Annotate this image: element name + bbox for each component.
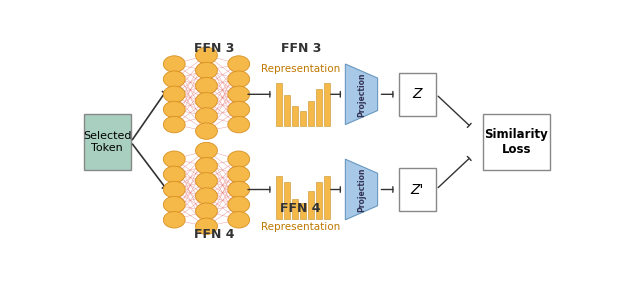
Ellipse shape [228, 181, 250, 198]
Ellipse shape [163, 86, 185, 103]
Ellipse shape [163, 196, 185, 213]
Bar [399, 168, 436, 211]
Ellipse shape [228, 212, 250, 228]
Ellipse shape [163, 56, 185, 72]
Bar [292, 106, 298, 126]
Ellipse shape [228, 116, 250, 133]
Ellipse shape [163, 181, 185, 198]
Ellipse shape [196, 123, 218, 139]
Ellipse shape [228, 86, 250, 103]
Ellipse shape [163, 212, 185, 228]
Text: Z': Z' [411, 182, 424, 196]
Bar [300, 203, 306, 219]
Ellipse shape [163, 166, 185, 183]
Text: Representation: Representation [261, 64, 340, 74]
Ellipse shape [196, 203, 218, 219]
Bar [276, 83, 282, 126]
Polygon shape [346, 64, 378, 124]
Bar [316, 89, 322, 126]
Text: FFN 4: FFN 4 [280, 203, 321, 216]
Text: Selected
Token: Selected Token [83, 131, 132, 153]
Text: Projection: Projection [357, 167, 366, 212]
Ellipse shape [163, 101, 185, 118]
Ellipse shape [196, 108, 218, 124]
Text: FFN 3: FFN 3 [280, 42, 321, 55]
Bar [399, 73, 436, 116]
Bar [308, 191, 314, 219]
Bar [308, 101, 314, 126]
Bar [316, 182, 322, 219]
Text: Representation: Representation [261, 222, 340, 232]
Ellipse shape [228, 166, 250, 183]
Ellipse shape [196, 173, 218, 189]
Ellipse shape [228, 101, 250, 118]
Ellipse shape [228, 56, 250, 72]
Ellipse shape [196, 92, 218, 109]
Text: FFN 3: FFN 3 [194, 42, 234, 55]
Ellipse shape [163, 116, 185, 133]
Bar [84, 114, 131, 170]
Ellipse shape [196, 47, 218, 64]
Ellipse shape [163, 71, 185, 87]
Ellipse shape [196, 157, 218, 174]
Text: Similarity
Loss: Similarity Loss [484, 128, 548, 156]
Ellipse shape [196, 142, 218, 159]
Polygon shape [346, 159, 378, 220]
Bar [284, 182, 291, 219]
Ellipse shape [228, 151, 250, 167]
Ellipse shape [196, 218, 218, 235]
Ellipse shape [228, 71, 250, 87]
Ellipse shape [163, 151, 185, 167]
Bar [276, 176, 282, 219]
Bar [324, 176, 330, 219]
Ellipse shape [228, 196, 250, 213]
Text: FFN 4: FFN 4 [194, 228, 234, 241]
Ellipse shape [196, 78, 218, 94]
Bar [324, 83, 330, 126]
Bar [300, 111, 306, 126]
Ellipse shape [196, 188, 218, 204]
Bar [284, 95, 291, 126]
Ellipse shape [196, 62, 218, 79]
Bar [483, 114, 550, 170]
Bar [292, 199, 298, 219]
Text: Z: Z [413, 87, 422, 101]
Text: Projection: Projection [357, 72, 366, 117]
